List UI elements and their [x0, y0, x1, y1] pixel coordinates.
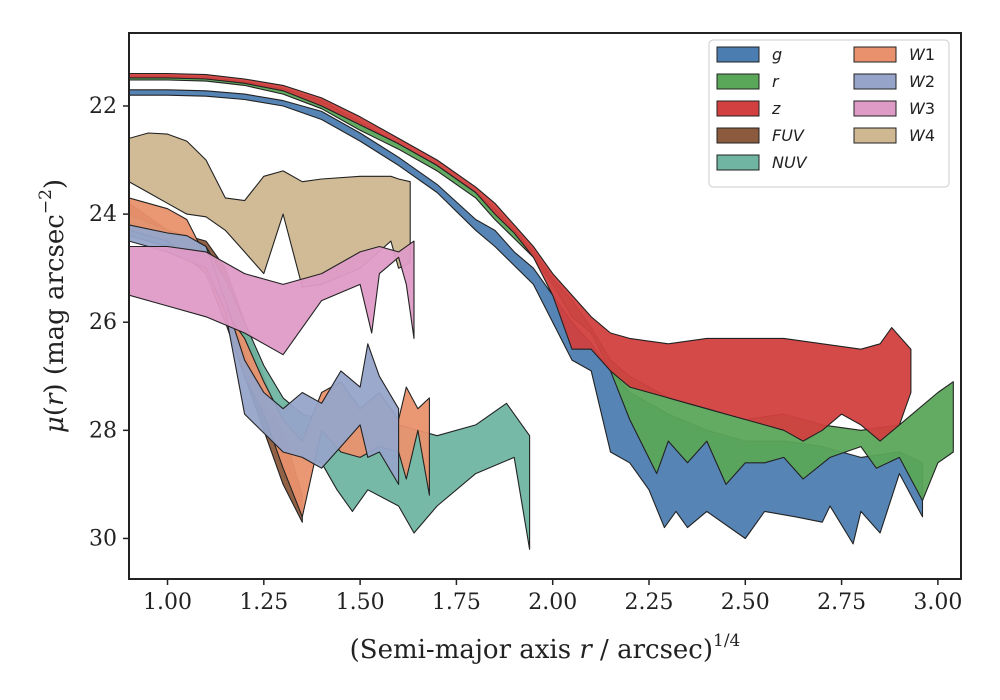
y-tick-label: 30: [89, 526, 117, 551]
y-tick-label: 26: [89, 310, 117, 335]
series-band-w2: [129, 224, 400, 485]
legend-swatch: [853, 100, 897, 117]
legend-item-g: g: [716, 45, 782, 64]
legend-label: W4: [909, 126, 935, 145]
x-axis: 1.00 1.25 1.50 1.75 2.00 2.25 2.50 2.75 3.00: [143, 579, 962, 615]
y-tick-label: 28: [89, 418, 117, 443]
legend-item-w1: W1: [853, 45, 935, 64]
legend-item-nuv: NUV: [716, 153, 808, 172]
legend-label: FUV: [772, 126, 805, 145]
x-tick-label: 1.25: [239, 590, 288, 615]
legend-swatch: [716, 154, 760, 171]
legend-swatch: [853, 127, 897, 144]
y-tick-label: 22: [89, 94, 117, 119]
legend-item-w4: W4: [853, 126, 935, 145]
x-tick-label: 1.00: [143, 590, 192, 615]
plot-frame: [128, 32, 962, 580]
legend-item-fuv: FUV: [716, 126, 805, 145]
legend-label: W1: [909, 45, 935, 64]
x-tick-label: 1.75: [432, 590, 481, 615]
legend-item-w3: W3: [853, 99, 935, 118]
legend-label: r: [772, 72, 780, 91]
series-layer: [129, 72, 954, 550]
legend-swatch: [716, 46, 760, 63]
legend-swatch: [716, 73, 760, 90]
legend-label: g: [772, 45, 782, 64]
series-band-g: [129, 89, 924, 545]
x-tick-label: 3.00: [913, 590, 962, 615]
legend-label: W3: [909, 99, 935, 118]
y-axis: 22 24 26 28 30: [89, 94, 129, 551]
x-tick-label: 2.50: [721, 590, 770, 615]
legend: grz FUV NUV W1 W2 W3 W4: [708, 39, 950, 188]
legend-item-w2: W2: [853, 72, 935, 91]
legend-swatch: [853, 73, 897, 90]
y-axis-label: μ(r) (mag arcsec−2): [36, 179, 70, 433]
x-tick-label: 2.00: [528, 590, 577, 615]
legend-swatch: [853, 46, 897, 63]
x-tick-label: 1.50: [336, 590, 385, 615]
series-band-z: [129, 72, 912, 442]
legend-swatch: [716, 127, 760, 144]
legend-item-r: r: [716, 72, 780, 91]
x-tick-label: 2.75: [817, 590, 866, 615]
series-band-w3: [129, 240, 415, 356]
x-axis-label: (Semi-major axis r / arcsec)1/4: [350, 631, 741, 665]
x-tick-label: 2.25: [625, 590, 674, 615]
legend-label: W2: [909, 72, 935, 91]
legend-item-z: z: [716, 99, 781, 118]
y-tick-label: 24: [89, 202, 117, 227]
legend-label: z: [771, 99, 781, 118]
legend-swatch: [716, 100, 760, 117]
legend-label: NUV: [772, 153, 808, 172]
